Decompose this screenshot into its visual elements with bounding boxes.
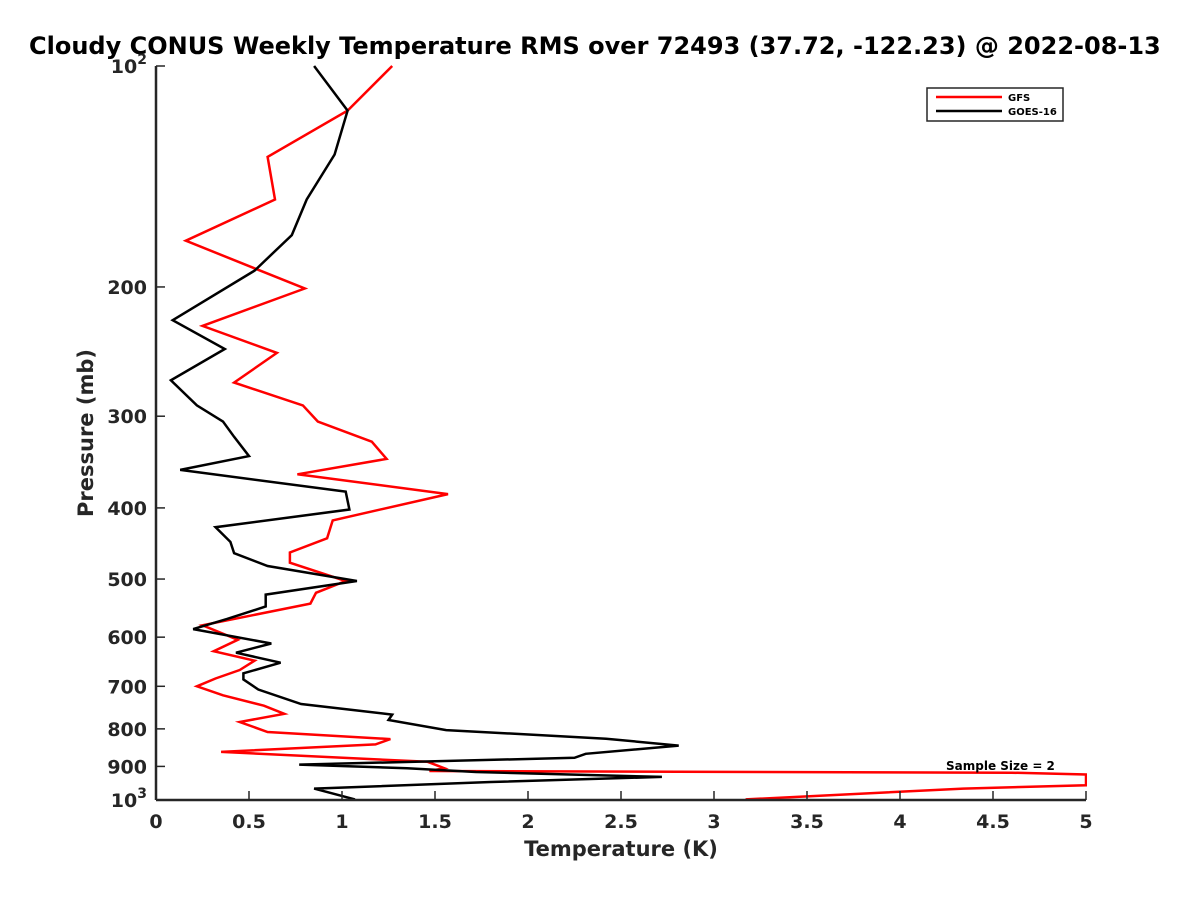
- x-ticks: 0 0.5 1 1.5 2 2.5 3 3.5 4 4.5 5: [149, 791, 1093, 833]
- y-tick-label: 200: [107, 277, 147, 299]
- plot-area: [156, 66, 1086, 800]
- y-tick-label: 103: [111, 786, 147, 812]
- chart-title: Cloudy CONUS Weekly Temperature RMS over…: [29, 32, 1161, 60]
- series-layer: [168, 65, 1087, 801]
- y-tick-label: 700: [107, 676, 147, 698]
- x-axis-label: Temperature (K): [524, 837, 718, 861]
- legend-label-goes16: GOES-16: [1008, 107, 1057, 118]
- x-tick-label: 1: [335, 811, 348, 833]
- series-line-goes16: [168, 65, 679, 801]
- y-tick-label: 102: [111, 52, 147, 78]
- x-tick-label: 2: [521, 811, 534, 833]
- x-tick-label: 0: [149, 811, 162, 833]
- sample-size-annotation: Sample Size = 2: [946, 759, 1055, 773]
- legend-label-gfs: GFS: [1008, 93, 1030, 104]
- x-tick-label: 4: [893, 811, 906, 833]
- y-tick-label: 300: [107, 406, 147, 428]
- legend-box: [926, 87, 1064, 122]
- x-tick-label: 3: [707, 811, 720, 833]
- x-tick-label: 5: [1079, 811, 1092, 833]
- y-tick-label: 600: [107, 627, 147, 649]
- y-tick-label: 900: [107, 756, 147, 778]
- x-tick-label: 2.5: [604, 811, 638, 833]
- y-axis-label: Pressure (mb): [74, 349, 98, 517]
- x-tick-label: 1.5: [418, 811, 452, 833]
- y-tick-label: 800: [107, 719, 147, 741]
- y-tick-label: 500: [107, 569, 147, 591]
- y-ticks: 102 200 300 400 500 600 700 800 900 103: [107, 52, 165, 812]
- x-tick-label: 4.5: [976, 811, 1010, 833]
- x-tick-label: 3.5: [790, 811, 824, 833]
- y-tick-label: 400: [107, 498, 147, 520]
- legend: GFS GOES-16: [926, 87, 1064, 122]
- x-tick-label: 0.5: [232, 811, 266, 833]
